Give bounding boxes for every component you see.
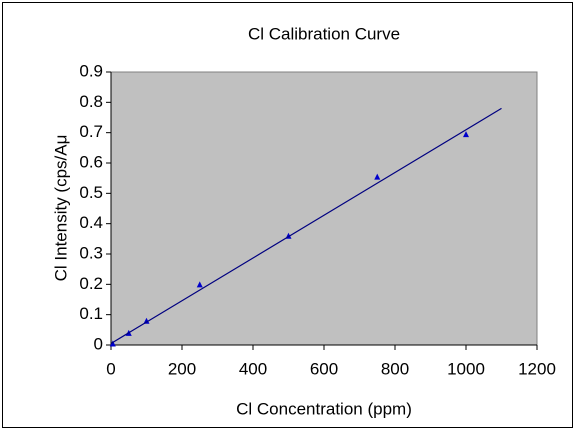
x-tick-label: 1000: [447, 359, 485, 378]
y-tick-label: 0.4: [79, 213, 103, 232]
data-point: [374, 173, 381, 180]
x-tick-label: 1200: [518, 359, 556, 378]
x-axis-label: Cl Concentration (ppm): [236, 399, 412, 418]
data-point: [109, 340, 116, 347]
data-point: [463, 131, 469, 138]
x-tick-label: 200: [168, 359, 196, 378]
y-tick-label: 0: [94, 334, 103, 353]
chart-title: Cl Calibration Curve: [248, 24, 400, 43]
y-tick-label: 0.2: [79, 274, 103, 293]
plot-area: [110, 71, 538, 346]
y-tick-label: 0.1: [79, 304, 103, 323]
y-tick-label: 0.7: [79, 122, 103, 141]
y-tick-label: 0.3: [79, 243, 103, 262]
data-point: [143, 317, 150, 324]
y-axis-label: Cl Intensity (cps/Aμ: [51, 135, 70, 282]
x-tick-label: 400: [239, 359, 267, 378]
y-tick-label: 0.8: [79, 92, 103, 111]
y-tick-label: 0.5: [79, 183, 103, 202]
x-tick-label: 800: [381, 359, 409, 378]
y-tick-label: 0.6: [79, 152, 103, 171]
data-point: [196, 281, 203, 288]
x-tick-label: 600: [310, 359, 338, 378]
x-tick-label: 0: [106, 359, 115, 378]
y-tick-label: 0.9: [79, 61, 103, 80]
trend-line: [110, 107, 502, 344]
